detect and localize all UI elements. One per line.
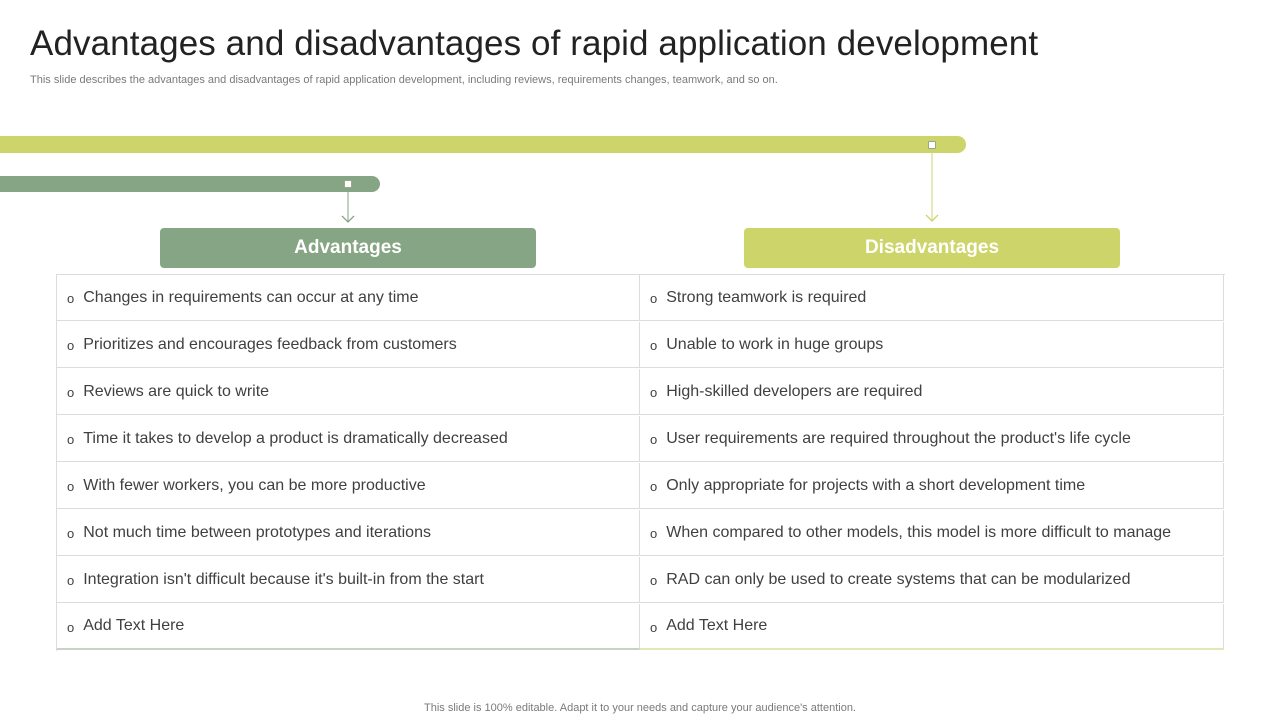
bullet-circle-icon: o xyxy=(67,385,75,400)
advantage-item: o Prioritizes and encourages feedback fro… xyxy=(57,322,640,368)
table-row: o Reviews are quick to write o High-skille… xyxy=(57,369,1225,416)
advantages-arrow-icon xyxy=(341,188,355,223)
comparison-table: o Changes in requirements can occur at an… xyxy=(56,274,1225,651)
disadvantage-item: o Only appropriate for projects with a sh… xyxy=(640,463,1224,509)
disadvantages-arrow-icon xyxy=(925,149,939,222)
disadvantage-item: o When compared to other models, this mod… xyxy=(640,510,1224,556)
bullet-circle-icon: o xyxy=(650,338,658,353)
bullet-circle-icon: o xyxy=(67,291,75,306)
disadvantage-item: o Strong teamwork is required xyxy=(640,275,1224,321)
advantage-item: o Time it takes to develop a product is d… xyxy=(57,416,640,462)
bullet-circle-icon: o xyxy=(650,479,658,494)
advantage-item: o Integration isn't difficult because it'… xyxy=(57,557,640,603)
disadvantage-item: o Add Text Here xyxy=(640,604,1224,650)
bullet-circle-icon: o xyxy=(67,619,75,635)
advantages-connector-node xyxy=(344,180,352,188)
slide-footer: This slide is 100% editable. Adapt it to… xyxy=(424,702,856,714)
bullet-circle-icon: o xyxy=(650,385,658,400)
slide-subtitle: This slide describes the advantages and … xyxy=(30,74,778,86)
table-row: o With fewer workers, you can be more pro… xyxy=(57,463,1225,510)
advantage-item: o Not much time between prototypes and it… xyxy=(57,510,640,556)
table-row: o Prioritizes and encourages feedback fro… xyxy=(57,322,1225,369)
bullet-circle-icon: o xyxy=(650,526,658,541)
table-row: o Integration isn't difficult because it'… xyxy=(57,557,1225,604)
advantage-item: o With fewer workers, you can be more pro… xyxy=(57,463,640,509)
advantages-timeline-bar xyxy=(0,176,380,192)
advantage-item: o Reviews are quick to write xyxy=(57,369,640,415)
disadvantages-header: Disadvantages xyxy=(744,228,1120,268)
bullet-circle-icon: o xyxy=(67,526,75,541)
disadvantage-item: o RAD can only be used to create systems … xyxy=(640,557,1224,603)
bullet-circle-icon: o xyxy=(67,338,75,353)
disadvantage-item: o User requirements are required througho… xyxy=(640,416,1224,462)
table-row: o Changes in requirements can occur at an… xyxy=(57,275,1225,322)
bullet-circle-icon: o xyxy=(650,619,658,635)
disadvantage-item: o High-skilled developers are required xyxy=(640,369,1224,415)
bullet-circle-icon: o xyxy=(67,573,75,588)
bullet-circle-icon: o xyxy=(67,479,75,494)
bullet-circle-icon: o xyxy=(650,573,658,588)
advantage-item: o Add Text Here xyxy=(57,604,640,650)
slide-title: Advantages and disadvantages of rapid ap… xyxy=(30,24,1039,63)
advantages-header: Advantages xyxy=(160,228,536,268)
advantage-item: o Changes in requirements can occur at an… xyxy=(57,275,640,321)
disadvantage-item: o Unable to work in huge groups xyxy=(640,322,1224,368)
table-row: o Add Text Here o Add Text Here xyxy=(57,604,1225,651)
table-row: o Time it takes to develop a product is d… xyxy=(57,416,1225,463)
disadvantages-timeline-bar xyxy=(0,136,966,153)
bullet-circle-icon: o xyxy=(650,432,658,447)
bullet-circle-icon: o xyxy=(67,432,75,447)
bullet-circle-icon: o xyxy=(650,291,658,306)
table-row: o Not much time between prototypes and it… xyxy=(57,510,1225,557)
disadvantages-connector-node xyxy=(928,141,936,149)
